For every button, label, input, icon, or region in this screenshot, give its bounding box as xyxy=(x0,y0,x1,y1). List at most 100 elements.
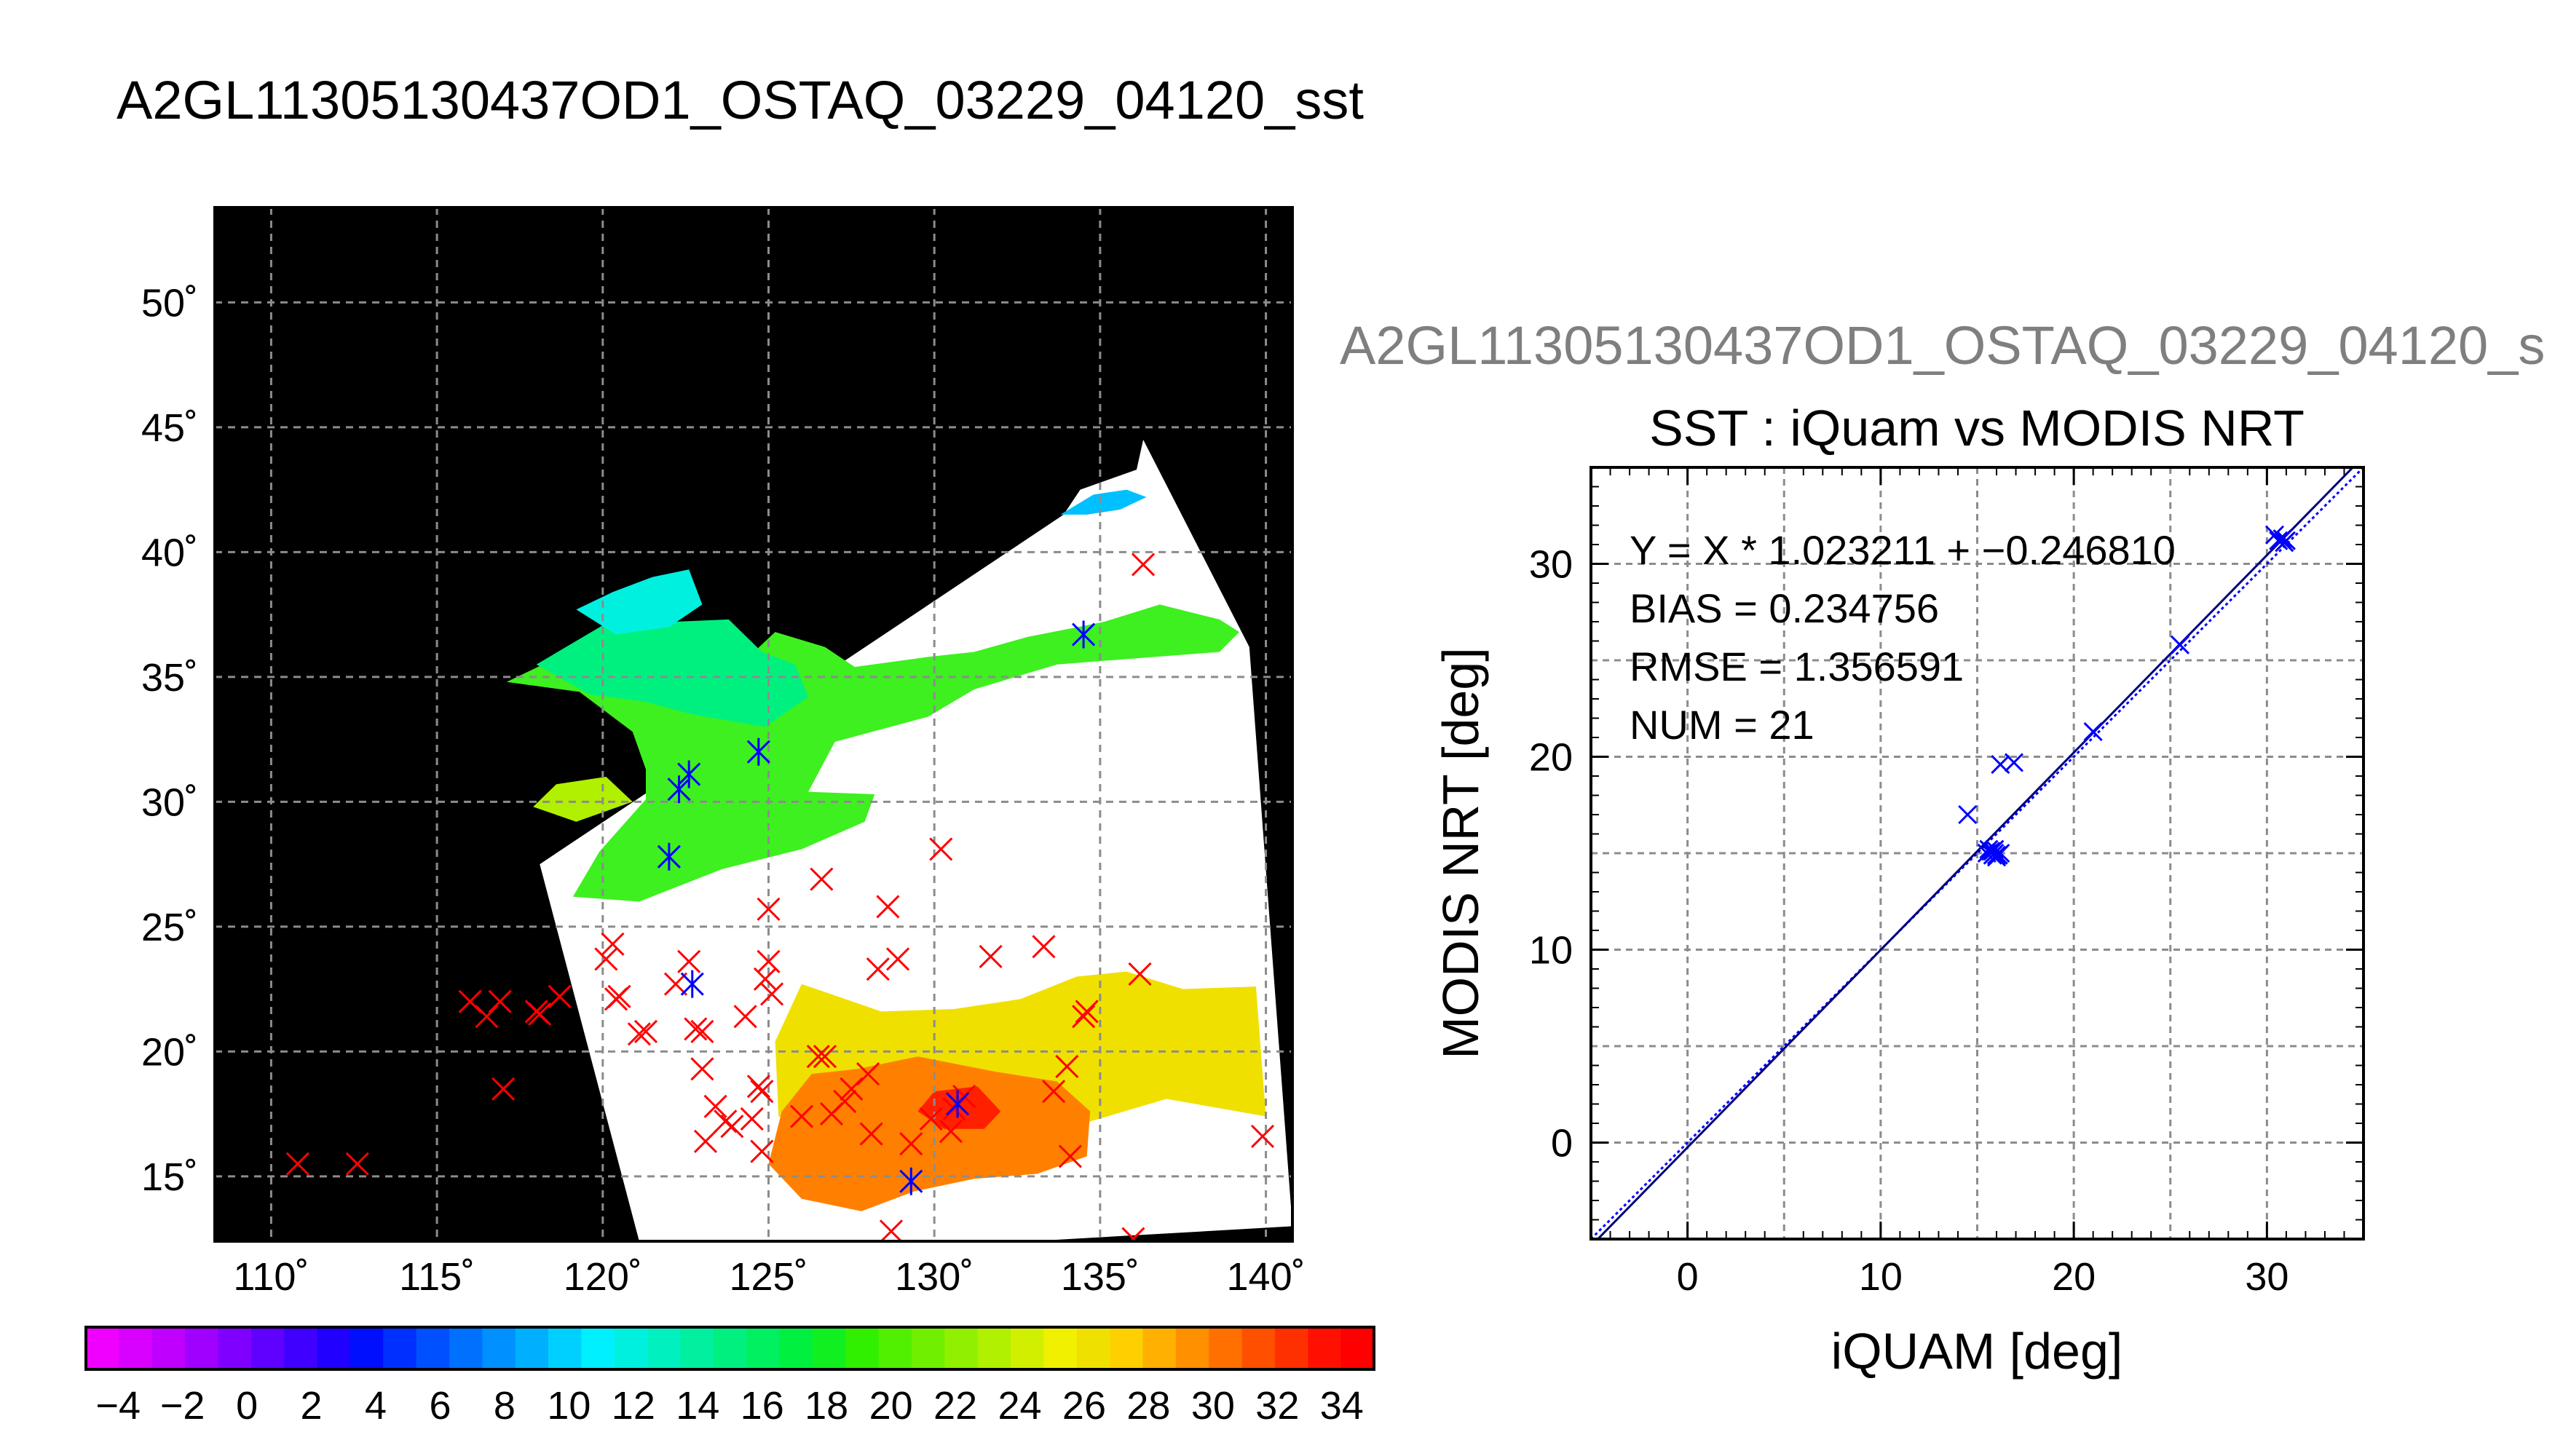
colorbar-cell xyxy=(1175,1327,1209,1369)
scatter-points xyxy=(1958,525,2296,867)
map-fields xyxy=(506,440,1292,1241)
colorbar-cell xyxy=(746,1327,781,1369)
map-obs-x xyxy=(759,982,784,1006)
colorbar-tick-label: 0 xyxy=(236,1384,258,1428)
scatter-y-tick-label: 10 xyxy=(1529,929,1573,973)
colorbar-cell xyxy=(119,1327,153,1369)
scatter-y-tick-label: 0 xyxy=(1551,1122,1573,1166)
map-obs-x xyxy=(690,1057,714,1081)
scatter-annotation: BIAS = 0.234756 xyxy=(1630,585,1939,631)
colorbar-tick-label: 26 xyxy=(1062,1384,1106,1428)
map-obs-x xyxy=(879,1219,904,1241)
map-obs-x xyxy=(693,1129,718,1153)
colorbar-cell xyxy=(350,1327,384,1369)
colorbar-cell xyxy=(614,1327,648,1369)
scatter-y-label: MODIS NRT [deg] xyxy=(1432,647,1489,1059)
colorbar-cell xyxy=(977,1327,1011,1369)
map-field-sst xyxy=(576,569,703,635)
colorbar-cell xyxy=(1274,1327,1308,1369)
map-grid xyxy=(215,207,1292,1241)
map-obs-x xyxy=(677,949,701,973)
map-obs-x xyxy=(813,1045,837,1069)
map-obs-x xyxy=(859,1122,883,1146)
colorbar-cell xyxy=(647,1327,682,1369)
map-obs-x xyxy=(594,947,618,971)
map-x-tick-label: 110˚ xyxy=(233,1255,309,1299)
map-x-tick-label: 140˚ xyxy=(1227,1255,1306,1299)
map-obs-x xyxy=(899,1132,923,1156)
map-field-sst xyxy=(768,1056,1091,1211)
map-obs-x xyxy=(746,1075,770,1099)
map-obs-x xyxy=(810,867,834,891)
colorbar-tick-label: 10 xyxy=(547,1384,591,1428)
map-y-tick-label: 25˚ xyxy=(141,906,198,949)
map-obs-x xyxy=(488,989,512,1013)
map-obs-x xyxy=(856,1062,880,1086)
colorbar-cell xyxy=(1110,1327,1144,1369)
map-obs-x xyxy=(491,1077,516,1101)
colorbar-cell xyxy=(944,1327,979,1369)
scatter-annotations: Y = X * 1.023211 + −0.246810 BIAS = 0.234… xyxy=(1630,527,2176,748)
map-x-tick-label: 130˚ xyxy=(895,1255,974,1299)
identity-line xyxy=(1591,467,2364,1239)
colorbar-cell xyxy=(911,1327,945,1369)
scatter-point xyxy=(1983,842,2002,861)
scatter-title: SST : iQuam vs MODIS NRT xyxy=(1649,400,2305,456)
map-obs-x xyxy=(1075,1000,1099,1024)
scatter-point xyxy=(2170,635,2190,654)
scatter-point xyxy=(1958,804,1978,825)
map-obs-x xyxy=(720,1115,744,1139)
colorbar-cell xyxy=(449,1327,483,1369)
scatter-grid xyxy=(1591,467,2364,1239)
colorbar-cell xyxy=(515,1327,549,1369)
map-obs-x xyxy=(757,897,781,921)
map-y-tick-label: 50˚ xyxy=(141,281,198,325)
colorbar-cell xyxy=(284,1327,318,1369)
map-obs-x xyxy=(684,1017,708,1041)
colorbar-tick-label: 4 xyxy=(365,1384,387,1428)
map-obs-x xyxy=(1072,1005,1096,1029)
colorbar-cell xyxy=(1043,1327,1078,1369)
scatter-x-tick-label: 10 xyxy=(1859,1255,1903,1299)
scatter-annotation: RMSE = 1.356591 xyxy=(1630,644,1964,689)
map-obs-x xyxy=(633,1019,658,1043)
figure-title: A2GL11305130437OD1_OSTAQ_03229_04120_sst xyxy=(117,70,1364,130)
colorbar-cell xyxy=(151,1327,186,1369)
map-y-tick-label: 45˚ xyxy=(141,406,198,450)
map-obs-x xyxy=(929,837,953,861)
colorbar-cell xyxy=(779,1327,813,1369)
colorbar-cell xyxy=(482,1327,516,1369)
scatter-x-tick-label: 0 xyxy=(1677,1255,1699,1299)
colorbar-tick-label: 18 xyxy=(805,1384,848,1428)
map-tick-labels: 110˚ 115˚ 120˚ 125˚ 130˚ 135˚ 140˚ 15˚ 20˚ 25˚ 30˚… xyxy=(141,281,1306,1299)
scatter-figure-title: A2GL11305130437OD1_OSTAQ_03229_04120_s xyxy=(1340,315,2546,376)
colorbar-cell xyxy=(680,1327,714,1369)
map-obs-x xyxy=(1032,935,1056,959)
map-y-tick-label: 40˚ xyxy=(141,531,198,574)
map-obs-x xyxy=(548,984,572,1008)
map-obs-x xyxy=(703,1094,727,1118)
colorbar-cell xyxy=(1308,1327,1342,1369)
colorbar-cell xyxy=(1011,1327,1045,1369)
map-obs-x xyxy=(886,947,910,971)
map-obs-x xyxy=(733,1005,757,1029)
map-obs-x xyxy=(601,932,625,956)
scatter-point xyxy=(2272,529,2292,549)
map-obs-x xyxy=(757,949,781,973)
map-obs-x xyxy=(1250,1124,1275,1149)
map-obs-asterisk xyxy=(680,970,704,998)
map-obs-asterisk xyxy=(1072,620,1096,649)
colorbar-cell xyxy=(878,1327,912,1369)
map-obs-x xyxy=(750,1139,774,1163)
colorbar-cell xyxy=(1241,1327,1276,1369)
map-obs-x xyxy=(285,1152,309,1176)
map-field-sst xyxy=(1060,489,1147,515)
map-obs-x xyxy=(714,1109,738,1133)
map-obs-x xyxy=(458,989,482,1013)
colorbar-cell xyxy=(1209,1327,1243,1369)
map-x-tick-label: 125˚ xyxy=(729,1255,807,1299)
colorbar-cell xyxy=(548,1327,582,1369)
